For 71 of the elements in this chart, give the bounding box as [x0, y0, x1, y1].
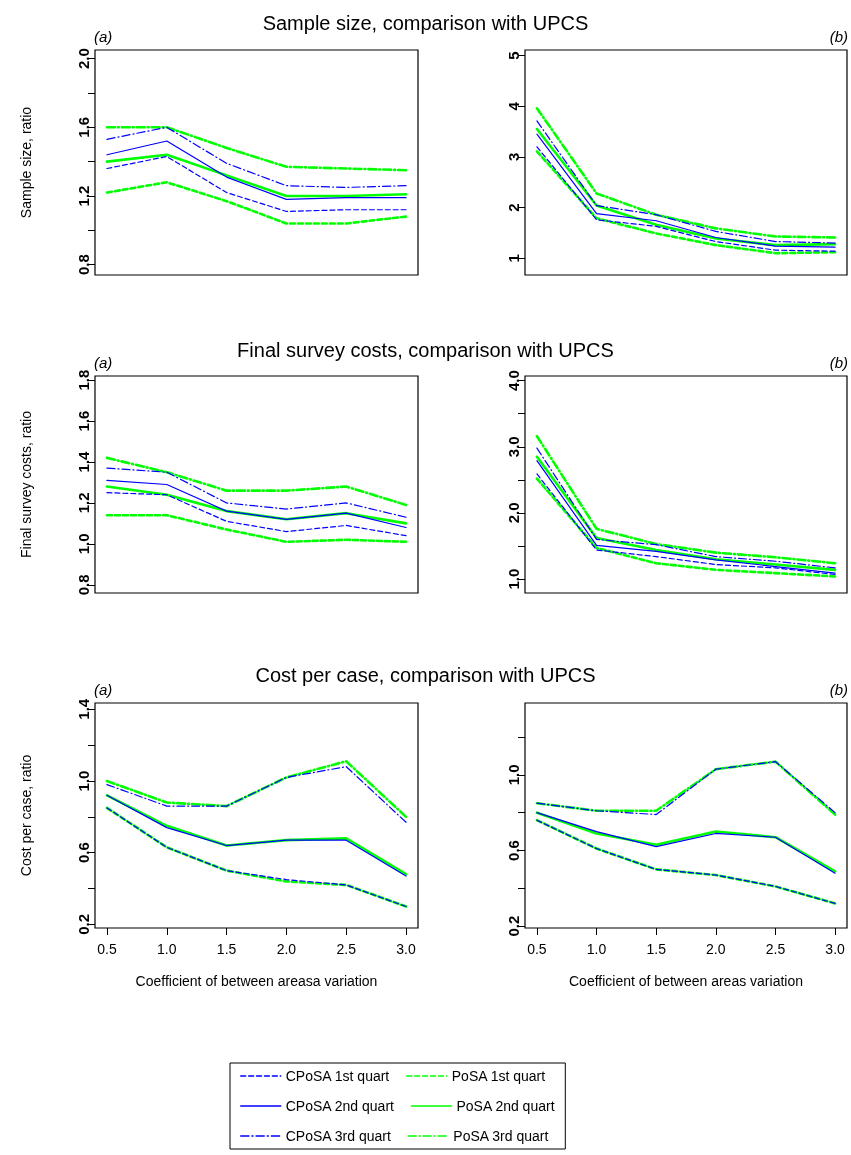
- y-tick-label: 0.2: [74, 913, 92, 935]
- x-tick-label: 0.5: [97, 941, 117, 957]
- line-series: [105, 513, 408, 544]
- chart-subtitle: (b): [829, 681, 849, 698]
- chart-title: Cost per case, comparison with UPCS: [255, 664, 596, 686]
- y-tick-label: 1.2: [74, 185, 92, 207]
- chart-subtitle: (b): [829, 28, 849, 45]
- line-series: [105, 125, 408, 172]
- chart-title: Sample size, comparison with UPCS: [262, 12, 589, 34]
- x-tick-label: 0.5: [527, 941, 547, 957]
- y-tick-label: 1.0: [74, 770, 92, 792]
- legend-label: PoSA 3rd quart: [453, 1128, 549, 1144]
- y-axis-title: Cost per case, ratio: [18, 754, 34, 877]
- line-series: [105, 180, 408, 225]
- y-tick-label: 4.0: [504, 370, 522, 392]
- line-series: [106, 492, 407, 537]
- chart-subtitle: (a): [94, 28, 113, 45]
- y-tick-label: 2.0: [504, 502, 522, 524]
- line-series: [105, 153, 408, 198]
- y-tick-label: 1.0: [504, 568, 522, 590]
- x-tick-label: 2.5: [765, 941, 786, 957]
- line-series: [106, 155, 407, 213]
- y-tick-label: 1.6: [74, 410, 92, 432]
- y-tick-label: 0.6: [504, 840, 522, 861]
- y-tick-label: 1.2: [74, 492, 92, 514]
- y-tick-label: 0.2: [504, 915, 522, 937]
- line-series: [106, 140, 407, 201]
- y-tick-label: 3: [504, 152, 522, 162]
- x-tick-label: 2.0: [276, 941, 297, 957]
- y-tick-label: 5: [504, 51, 522, 60]
- x-tick-label: 2.5: [336, 941, 357, 957]
- chart-title: Final survey costs, comparison with UPCS: [237, 339, 614, 361]
- y-tick-label: 1.6: [74, 116, 92, 138]
- y-tick-label: 1.4: [74, 450, 92, 473]
- x-axis-title: Coefficient of between areasa variation: [135, 973, 378, 989]
- y-tick-label: 1: [504, 254, 522, 263]
- y-tick-label: 1.0: [504, 764, 522, 786]
- y-tick-label: 0.8: [74, 254, 92, 276]
- y-tick-label: 1.8: [74, 369, 92, 391]
- legend-label: CPoSA 1st quart: [285, 1068, 390, 1084]
- y-axis-title: Final survey costs, ratio: [18, 410, 34, 559]
- y-tick-label: 3.0: [504, 436, 522, 458]
- x-tick-label: 3.0: [396, 941, 416, 957]
- x-tick-label: 1.5: [216, 941, 237, 957]
- x-tick-label: 1.5: [646, 941, 667, 957]
- x-tick-label: 1.0: [586, 941, 607, 957]
- legend-label: CPoSA 3rd quart: [285, 1128, 391, 1144]
- x-axis-title: Coefficient of between areas variation: [569, 973, 803, 989]
- line-series: [105, 456, 408, 507]
- x-tick-label: 3.0: [825, 941, 846, 957]
- line-series: [106, 126, 407, 188]
- y-tick-label: 0.8: [74, 574, 92, 596]
- chart-subtitle: (b): [829, 354, 849, 371]
- x-tick-label: 2.0: [706, 941, 726, 957]
- chart-subtitle: (a): [94, 681, 113, 698]
- line-series: [106, 766, 407, 823]
- legend-label: PoSA 2nd quart: [456, 1098, 555, 1114]
- line-series: [106, 479, 407, 529]
- y-tick-label: 0.6: [74, 842, 92, 864]
- y-tick-label: 2: [504, 203, 522, 212]
- y-tick-label: 2.0: [74, 48, 92, 70]
- y-tick-label: 1.0: [74, 533, 92, 555]
- y-tick-label: 1.4: [74, 698, 92, 720]
- chart-subtitle: (a): [94, 354, 113, 371]
- y-axis-title: Sample size, ratio: [18, 106, 34, 219]
- x-tick-label: 1.0: [157, 941, 177, 957]
- legend-label: PoSA 1st quart: [451, 1068, 546, 1084]
- y-tick-label: 4: [504, 101, 522, 111]
- line-series: [105, 759, 408, 819]
- line-series: [106, 467, 407, 518]
- legend-label: CPoSA 2nd quart: [285, 1098, 395, 1114]
